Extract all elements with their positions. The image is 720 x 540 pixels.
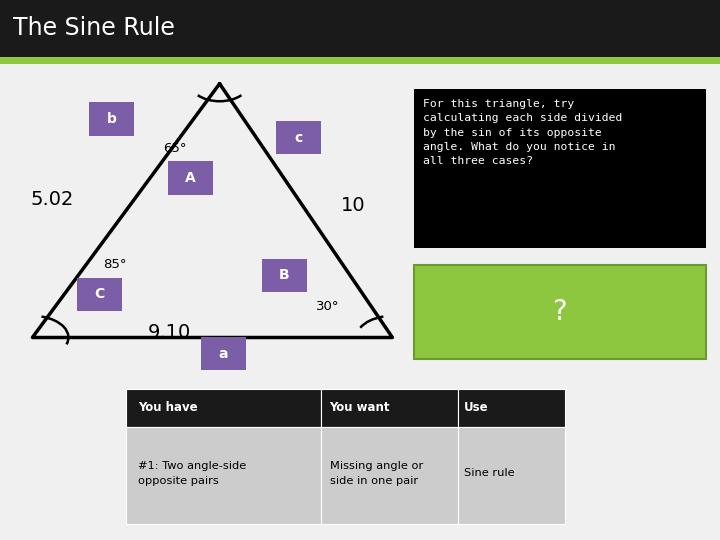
Text: b: b (107, 112, 117, 126)
Text: You have: You have (138, 401, 197, 414)
Text: #1: Two angle-side
opposite pairs: #1: Two angle-side opposite pairs (138, 461, 246, 485)
Text: 5.02: 5.02 (31, 190, 74, 210)
Text: A: A (186, 171, 196, 185)
FancyBboxPatch shape (126, 427, 321, 524)
Text: 85°: 85° (104, 258, 127, 271)
Text: The Sine Rule: The Sine Rule (13, 16, 175, 40)
FancyBboxPatch shape (126, 389, 321, 427)
FancyBboxPatch shape (89, 102, 134, 136)
Text: Missing angle or
side in one pair: Missing angle or side in one pair (330, 461, 423, 485)
Text: a: a (218, 347, 228, 361)
FancyBboxPatch shape (77, 278, 122, 311)
Text: 30°: 30° (316, 300, 339, 313)
Text: Use: Use (464, 401, 489, 414)
Text: c: c (294, 131, 303, 145)
FancyBboxPatch shape (414, 265, 706, 359)
FancyBboxPatch shape (414, 89, 706, 248)
FancyBboxPatch shape (201, 337, 246, 370)
Text: C: C (94, 287, 104, 301)
Text: Sine rule: Sine rule (464, 468, 515, 478)
FancyBboxPatch shape (458, 427, 565, 524)
Text: 9.10: 9.10 (148, 322, 191, 342)
Text: For this triangle, try
calculating each side divided
by the sin of its opposite
: For this triangle, try calculating each … (423, 99, 622, 166)
Text: 10: 10 (341, 195, 365, 215)
FancyBboxPatch shape (321, 389, 458, 427)
FancyBboxPatch shape (276, 121, 321, 154)
Text: You want: You want (330, 401, 390, 414)
FancyBboxPatch shape (168, 161, 213, 195)
Text: B: B (279, 268, 289, 282)
Text: 65°: 65° (163, 142, 186, 155)
FancyBboxPatch shape (458, 389, 565, 427)
Text: ?: ? (552, 298, 567, 326)
FancyBboxPatch shape (0, 57, 720, 64)
FancyBboxPatch shape (0, 0, 720, 57)
FancyBboxPatch shape (262, 259, 307, 292)
FancyBboxPatch shape (321, 427, 458, 524)
